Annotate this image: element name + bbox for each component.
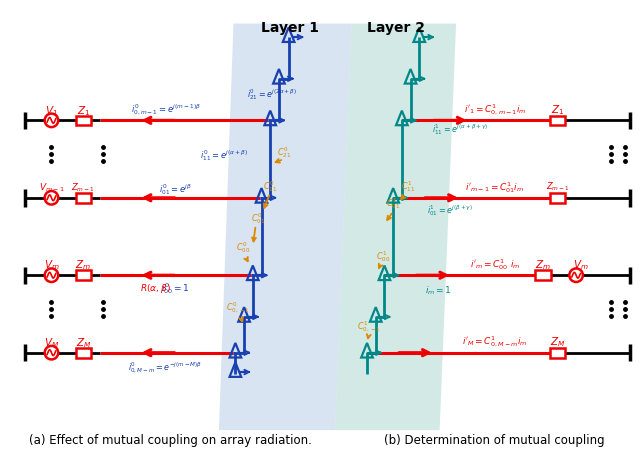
Text: $Z_M$: $Z_M$ <box>76 335 91 349</box>
Text: $C^0_{01}$: $C^0_{01}$ <box>250 210 265 225</box>
Text: $Z_m$: $Z_m$ <box>76 258 92 272</box>
Text: (b) Determination of mutual coupling: (b) Determination of mutual coupling <box>385 433 605 446</box>
Text: $V_m$: $V_m$ <box>44 258 60 272</box>
Bar <box>536 271 551 280</box>
Text: $i^0_{0,M-m} = e^{-j(m-M)\beta}$: $i^0_{0,M-m} = e^{-j(m-M)\beta}$ <box>129 359 203 374</box>
Text: $i^0_{21} = e^{j(2\alpha+\beta)}$: $i^0_{21} = e^{j(2\alpha+\beta)}$ <box>247 86 297 101</box>
Text: $C^1_{11}$: $C^1_{11}$ <box>401 178 415 193</box>
Text: $C^0_{21}$: $C^0_{21}$ <box>276 145 291 159</box>
Text: $R(\alpha,\beta)$: $R(\alpha,\beta)$ <box>140 282 170 295</box>
Bar <box>550 348 566 358</box>
Text: $i'_m = C^1_{00}\ i_m$: $i'_m = C^1_{00}\ i_m$ <box>470 257 520 272</box>
Text: $Z_m$: $Z_m$ <box>535 257 551 271</box>
Text: $C^0_{00}$: $C^0_{00}$ <box>236 239 250 254</box>
Bar <box>76 193 91 203</box>
Polygon shape <box>335 25 456 430</box>
Polygon shape <box>219 25 351 430</box>
Text: $V_1$: $V_1$ <box>45 104 58 117</box>
Text: $i'_{m-1} = C^1_{01}i_m$: $i'_{m-1} = C^1_{01}i_m$ <box>465 179 524 194</box>
Text: Layer 2: Layer 2 <box>367 20 425 35</box>
Text: $Z_{m-1}$: $Z_{m-1}$ <box>72 182 95 194</box>
Text: Layer 1: Layer 1 <box>260 20 319 35</box>
Text: (a) Effect of mutual coupling on array radiation.: (a) Effect of mutual coupling on array r… <box>29 433 312 446</box>
Bar <box>76 271 91 280</box>
Text: $i'_M = C^1_{0,M-m}i_m$: $i'_M = C^1_{0,M-m}i_m$ <box>462 334 527 349</box>
Bar <box>76 116 91 126</box>
Text: $i^0_{00} = 1$: $i^0_{00} = 1$ <box>161 281 189 296</box>
Text: $C^0_{11}$: $C^0_{11}$ <box>263 178 277 193</box>
Text: $i'_1 = C^1_{0,m-1}i_m$: $i'_1 = C^1_{0,m-1}i_m$ <box>463 102 526 117</box>
Text: $C^1_{01}$: $C^1_{01}$ <box>386 196 400 211</box>
Text: $Z_{m-1}$: $Z_{m-1}$ <box>546 181 570 193</box>
Text: $i^1_{11} = e^{j(\alpha+\beta+\gamma)}$: $i^1_{11} = e^{j(\alpha+\beta+\gamma)}$ <box>432 121 488 136</box>
Text: $Z_1$: $Z_1$ <box>551 103 564 116</box>
Text: $C^0_{0,-1}$: $C^0_{0,-1}$ <box>227 299 250 314</box>
Text: $V_M$: $V_M$ <box>44 335 59 349</box>
Text: $C^1_{00}$: $C^1_{00}$ <box>376 249 390 264</box>
Text: $i^0_{01} = e^{j\beta}$: $i^0_{01} = e^{j\beta}$ <box>159 181 192 196</box>
Text: $V_{m-1}$: $V_{m-1}$ <box>38 182 64 194</box>
Bar <box>550 116 566 126</box>
Text: $i^0_{11} = e^{j(\alpha+\beta)}$: $i^0_{11} = e^{j(\alpha+\beta)}$ <box>200 147 248 162</box>
Text: $C^1_{0,-1}$: $C^1_{0,-1}$ <box>357 318 381 333</box>
Text: $i^1_{01} = e^{j(\beta+\gamma)}$: $i^1_{01} = e^{j(\beta+\gamma)}$ <box>427 202 473 217</box>
Bar <box>76 348 91 358</box>
Text: $i_m = 1$: $i_m = 1$ <box>425 284 452 296</box>
Bar <box>550 193 566 203</box>
Text: $Z_1$: $Z_1$ <box>77 104 90 117</box>
Text: $V_m$: $V_m$ <box>573 257 589 271</box>
Text: $i^0_{0,m-1} = e^{j(m-1)\beta}$: $i^0_{0,m-1} = e^{j(m-1)\beta}$ <box>131 102 201 117</box>
Text: $Z_M$: $Z_M$ <box>550 334 565 348</box>
